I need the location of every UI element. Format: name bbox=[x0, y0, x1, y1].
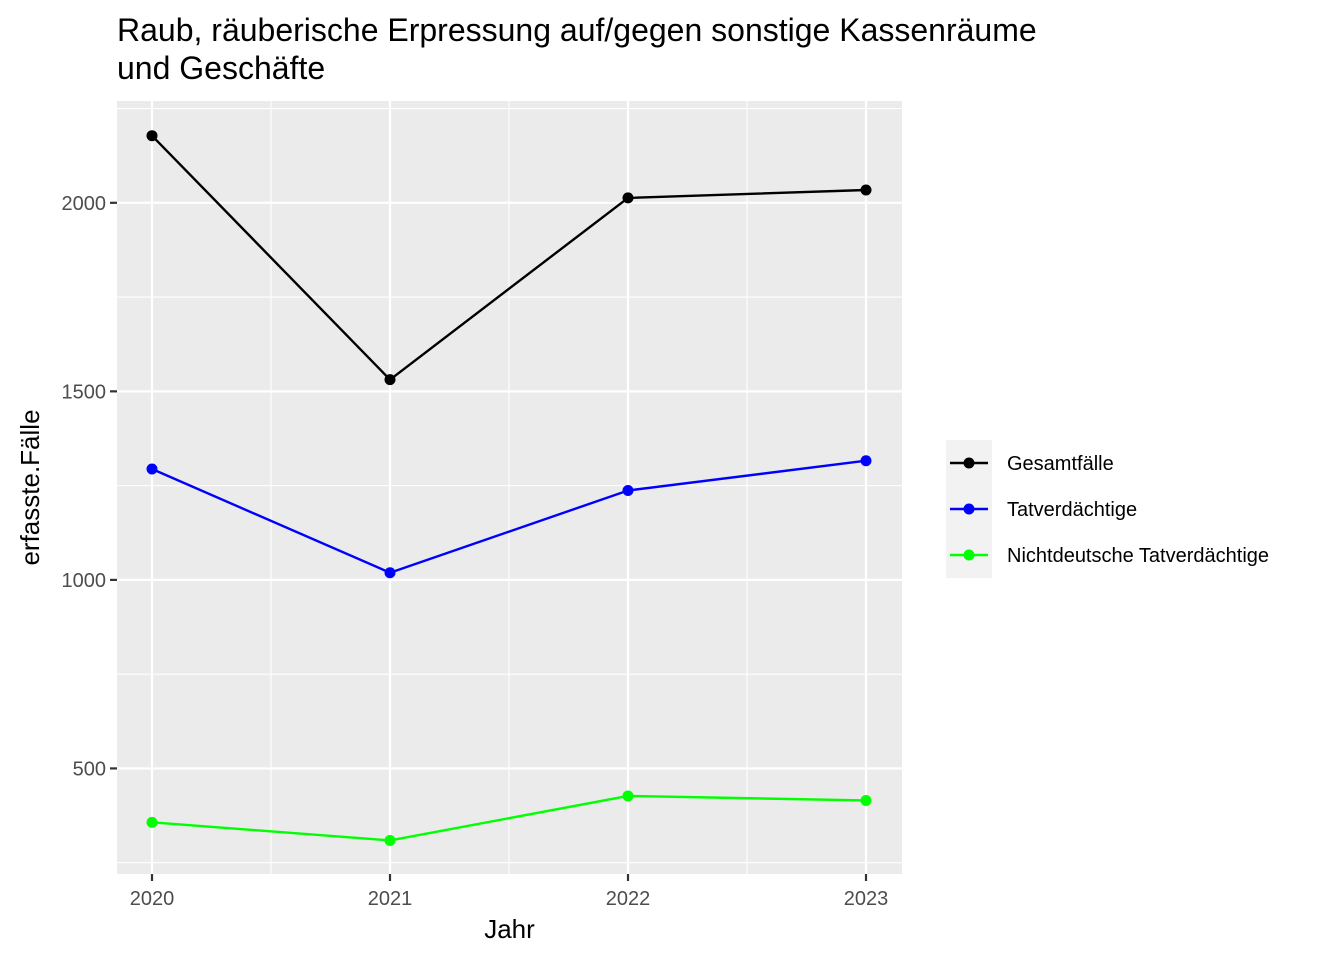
data-point bbox=[860, 794, 872, 806]
data-point bbox=[384, 567, 396, 579]
data-point bbox=[146, 463, 158, 475]
data-point bbox=[146, 130, 158, 142]
data-point bbox=[384, 834, 396, 846]
series-layer bbox=[146, 130, 872, 846]
x-axis-title: Jahr bbox=[484, 914, 535, 944]
x-tick-label: 2021 bbox=[368, 888, 413, 910]
legend-key-point bbox=[963, 549, 975, 561]
y-tick-label: 500 bbox=[73, 758, 106, 780]
legend-key-point bbox=[963, 503, 975, 515]
data-point bbox=[860, 455, 872, 467]
chart-title-line-2: und Geschäfte bbox=[117, 50, 325, 86]
y-axis-title: erfasste.Fälle bbox=[15, 409, 45, 565]
data-point bbox=[622, 192, 634, 204]
series-line bbox=[151, 794, 867, 842]
x-tick-label: 2023 bbox=[844, 888, 889, 910]
data-point bbox=[622, 485, 634, 497]
data-point bbox=[860, 184, 872, 196]
legend-label: Gesamtfälle bbox=[1007, 453, 1114, 475]
legend: Gesamtfälle Tatverdächtige Nichtdeutsche T… bbox=[950, 453, 1269, 567]
series-line bbox=[151, 134, 867, 381]
series-line bbox=[151, 459, 867, 574]
data-point bbox=[146, 816, 158, 828]
legend-label: Nichtdeutsche Tatverdächtige bbox=[1007, 545, 1269, 567]
x-tick-label: 2020 bbox=[130, 888, 175, 910]
data-point bbox=[384, 374, 396, 386]
y-tick-label: 1500 bbox=[62, 381, 107, 403]
axes-layer: 500 1000 1500 2000 2020 2021 2022 2023 bbox=[62, 193, 889, 910]
x-tick-label: 2022 bbox=[606, 888, 651, 910]
legend-label: Tatverdächtige bbox=[1007, 499, 1137, 521]
legend-key-point bbox=[963, 457, 975, 469]
y-tick-label: 1000 bbox=[62, 570, 107, 592]
chart-title-line-1: Raub, räuberische Erpressung auf/gegen s… bbox=[117, 12, 1037, 48]
minor-gridlines bbox=[117, 101, 902, 874]
data-point bbox=[622, 790, 634, 802]
y-tick-label: 2000 bbox=[62, 193, 107, 215]
